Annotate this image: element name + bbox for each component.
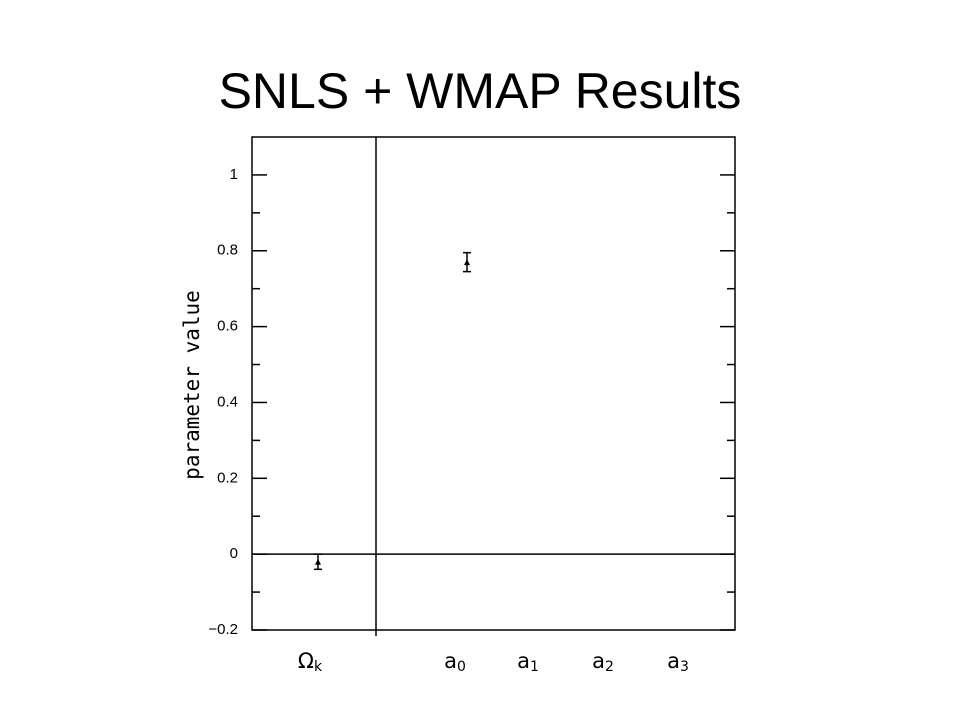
x-tick-label: a2 <box>592 649 614 675</box>
x-tick-label: a0 <box>444 649 466 675</box>
y-tick-label: 0.6 <box>217 318 238 335</box>
y-tick-label: 0 <box>230 545 238 562</box>
y-tick-label: 1 <box>230 166 238 183</box>
y-tick-label: 0.4 <box>217 393 238 410</box>
y-axis-label: parameter value <box>180 290 204 480</box>
data-point <box>315 558 321 565</box>
y-tick-label: 0.8 <box>217 242 238 259</box>
plot-frame <box>251 136 736 631</box>
x-tick-label: a3 <box>667 649 689 675</box>
y-tick-label: −0.2 <box>208 621 238 638</box>
y-tick-label: 0.2 <box>217 469 238 486</box>
data-point <box>464 259 470 266</box>
slide-title: SNLS + WMAP Results <box>219 63 742 119</box>
x-tick-label: a1 <box>517 649 539 675</box>
x-tick-label: Ωk <box>298 649 323 675</box>
